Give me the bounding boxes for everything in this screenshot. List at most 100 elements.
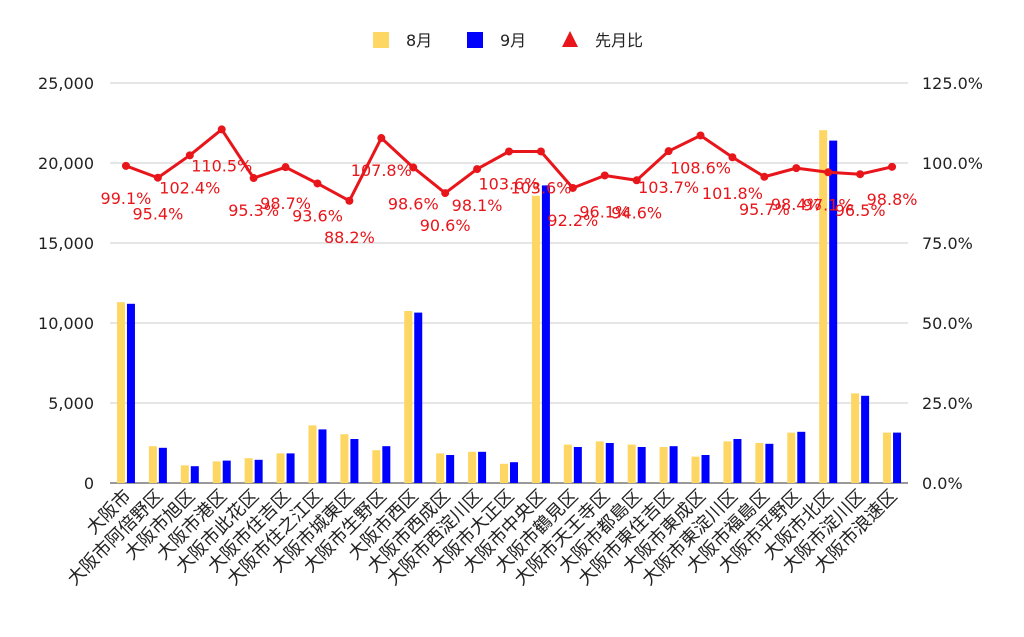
ratio-point: [441, 189, 450, 198]
bar-aug: [436, 453, 445, 483]
ratio-data-label: 98.8%: [867, 190, 918, 209]
ratio-point: [185, 151, 194, 160]
x-axis: 大阪市大阪市阿倍野区大阪市旭区大阪市港区大阪市此花区大阪市住吉区大阪市住之江区大…: [63, 486, 901, 590]
bar-aug: [244, 458, 253, 483]
bar-sep: [637, 447, 646, 483]
legend-label: 8月: [406, 31, 432, 50]
y-left-tick-label: 10,000: [38, 314, 94, 333]
ratio-data-label: 93.6%: [292, 206, 343, 225]
ratio-data-label: 108.6%: [670, 158, 731, 177]
legend-swatch-1: [373, 32, 389, 48]
bar-sep: [510, 462, 518, 483]
ratio-point: [121, 161, 130, 170]
ratio-data-label: 103.6%: [478, 174, 539, 193]
ratio-data-label: 99.1%: [101, 189, 152, 208]
ratio-point: [600, 171, 609, 180]
right-axis: 0.0% 25.0% 50.0% 75.0% 100.0% 125.0%: [922, 74, 983, 493]
bar-sep: [669, 446, 678, 483]
bar-sep: [701, 455, 710, 483]
legend-swatch-2: [467, 32, 483, 48]
bar-sep: [350, 439, 359, 483]
bar-aug: [787, 432, 796, 483]
ratio-point: [568, 183, 577, 192]
ratio-data-label: 97.1%: [803, 195, 854, 214]
bar-aug: [531, 195, 540, 484]
ratio-point: [792, 164, 801, 173]
bar-sep: [861, 395, 870, 483]
bar-aug: [819, 130, 828, 483]
ratio-data-label: 98.4%: [771, 195, 822, 214]
bar-aug: [563, 444, 572, 483]
bar-sep: [318, 429, 327, 483]
bar-aug: [659, 447, 668, 483]
y-right-tick-label: 125.0%: [922, 74, 983, 93]
ratio-point: [728, 153, 737, 162]
ratio-data-label: 103.7%: [638, 178, 699, 197]
ratio-point: [696, 131, 705, 140]
ratio-point: [409, 163, 418, 172]
ratio-data-label: 102.4%: [159, 178, 220, 197]
bar-sep: [733, 439, 742, 483]
ratio-data-label: 98.7%: [260, 194, 311, 213]
bar-aug: [308, 425, 317, 483]
y-left-tick-label: 15,000: [38, 234, 94, 253]
ratio-point: [377, 134, 386, 143]
ratio-data-label: 98.6%: [388, 194, 439, 213]
bar-sep: [829, 140, 838, 483]
bar-sep: [765, 443, 774, 483]
y-left-tick-label: 20,000: [38, 154, 94, 173]
ratio-point: [632, 176, 641, 185]
legend-label: 先月比: [595, 31, 643, 50]
ratio-data-label: 95.7%: [739, 200, 790, 219]
bar-aug: [468, 451, 477, 483]
bar-aug: [276, 453, 285, 483]
y-right-tick-label: 100.0%: [922, 154, 983, 173]
left-axis: 0 5,000 10,000 15,000 20,000 25,000: [38, 74, 94, 493]
bar-aug: [340, 434, 349, 483]
y-right-tick-label: 0.0%: [922, 474, 963, 493]
bar-sep: [382, 446, 391, 483]
ratio-point: [664, 147, 673, 156]
bar-sep: [190, 466, 199, 483]
legend-label: 9月: [500, 31, 526, 50]
y-right-tick-label: 25.0%: [922, 394, 973, 413]
ratio-data-label: 96.5%: [835, 201, 886, 220]
bar-aug: [755, 443, 764, 483]
ratio-point: [888, 162, 897, 171]
bar-sep: [541, 185, 550, 483]
y-right-tick-label: 75.0%: [922, 234, 973, 253]
legend-swatch-3: [562, 31, 578, 47]
y-left-tick-label: 5,000: [48, 394, 94, 413]
bar-aug: [148, 446, 157, 483]
bar-aug: [883, 432, 892, 483]
bar-aug: [212, 461, 221, 483]
bar-aug: [595, 441, 604, 483]
ratio-point: [760, 172, 769, 181]
ratio-point: [281, 163, 290, 172]
ratio-data-label: 110.5%: [191, 156, 252, 175]
data-labels: 99.1%95.4% 102.4% 110.5% 95.3%98.7%93.6% 88.…: [101, 156, 918, 246]
bar-aug: [723, 441, 732, 483]
ratio-data-label: 95.4%: [132, 205, 183, 224]
bar-sep: [286, 453, 295, 483]
bar-sep: [478, 451, 487, 483]
ratio-data-label: 94.6%: [611, 203, 662, 222]
ratio-point: [217, 125, 226, 134]
ratio-data-label: 88.2%: [324, 228, 375, 247]
bar-aug: [500, 463, 508, 483]
bar-aug: [180, 465, 189, 483]
bar-sep: [414, 312, 423, 483]
ratio-data-label: 98.1%: [452, 196, 503, 215]
bar-sep: [446, 455, 455, 483]
ratio-point: [345, 196, 354, 205]
bar-aug: [851, 393, 860, 483]
ratio-data-label: 95.3%: [228, 201, 279, 220]
ratio-data-label: 90.6%: [420, 216, 471, 235]
bar-aug: [691, 456, 700, 483]
bar-sep: [126, 303, 135, 483]
ratio-point: [153, 173, 162, 182]
bar-series: [116, 130, 902, 484]
ratio-point: [473, 165, 482, 174]
